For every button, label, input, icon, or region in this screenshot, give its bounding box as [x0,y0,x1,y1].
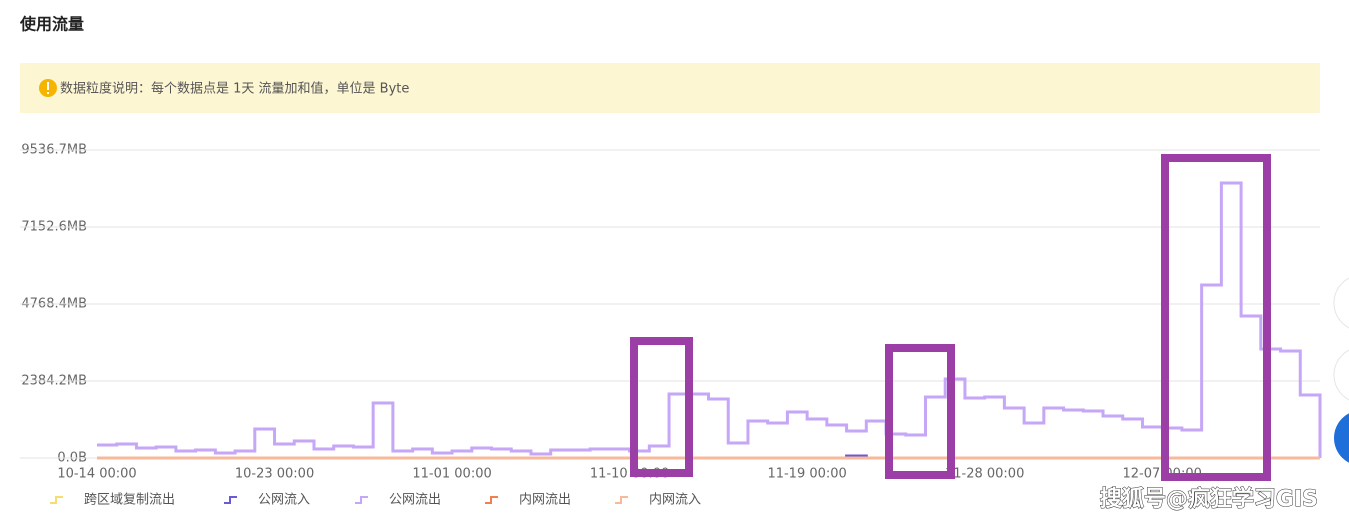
page-title: 使用流量 [19,15,84,34]
side-button[interactable] [1333,275,1349,331]
series-line [97,181,1322,458]
notice-text: 数据粒度说明：每个数据点是 1天 流量加和值，单位是 Byte [60,81,409,97]
x-tick-label: 11-28 00:00 [945,467,1024,482]
side-button[interactable] [1334,410,1349,466]
plot: 0.0B2384.2MB4768.4MB7152.6MB9536.7MB10-1… [20,143,1322,508]
x-tick-label: 11-01 00:00 [412,467,491,482]
x-tick-label: 10-14 00:00 [57,467,136,482]
series [97,181,1322,458]
notice-box [20,63,1320,113]
legend-label: 公网流入 [258,493,310,508]
legend-label: 跨区域复制流出 [84,493,175,508]
legend-icon [50,496,63,504]
x-tick-label: 11-19 00:00 [767,467,846,482]
side-button[interactable] [1333,347,1349,403]
highlight-box [1161,154,1271,481]
warning-icon-mark [47,82,49,90]
legend-icon [615,496,628,504]
highlights [630,154,1271,481]
highlight-box [630,337,693,477]
x-tick-label: 10-23 00:00 [235,467,314,482]
legend-label: 内网流出 [519,492,571,508]
watermark: 搜狐号@疯狂学习GIS [1100,486,1318,512]
warning-icon-dot [47,92,49,94]
highlight-box [885,344,955,479]
legend-icon [485,496,498,504]
legend-label: 公网流出 [389,493,441,508]
legend-icon [355,496,368,504]
legend-icon [224,496,237,504]
legend-label: 内网流入 [649,492,701,508]
